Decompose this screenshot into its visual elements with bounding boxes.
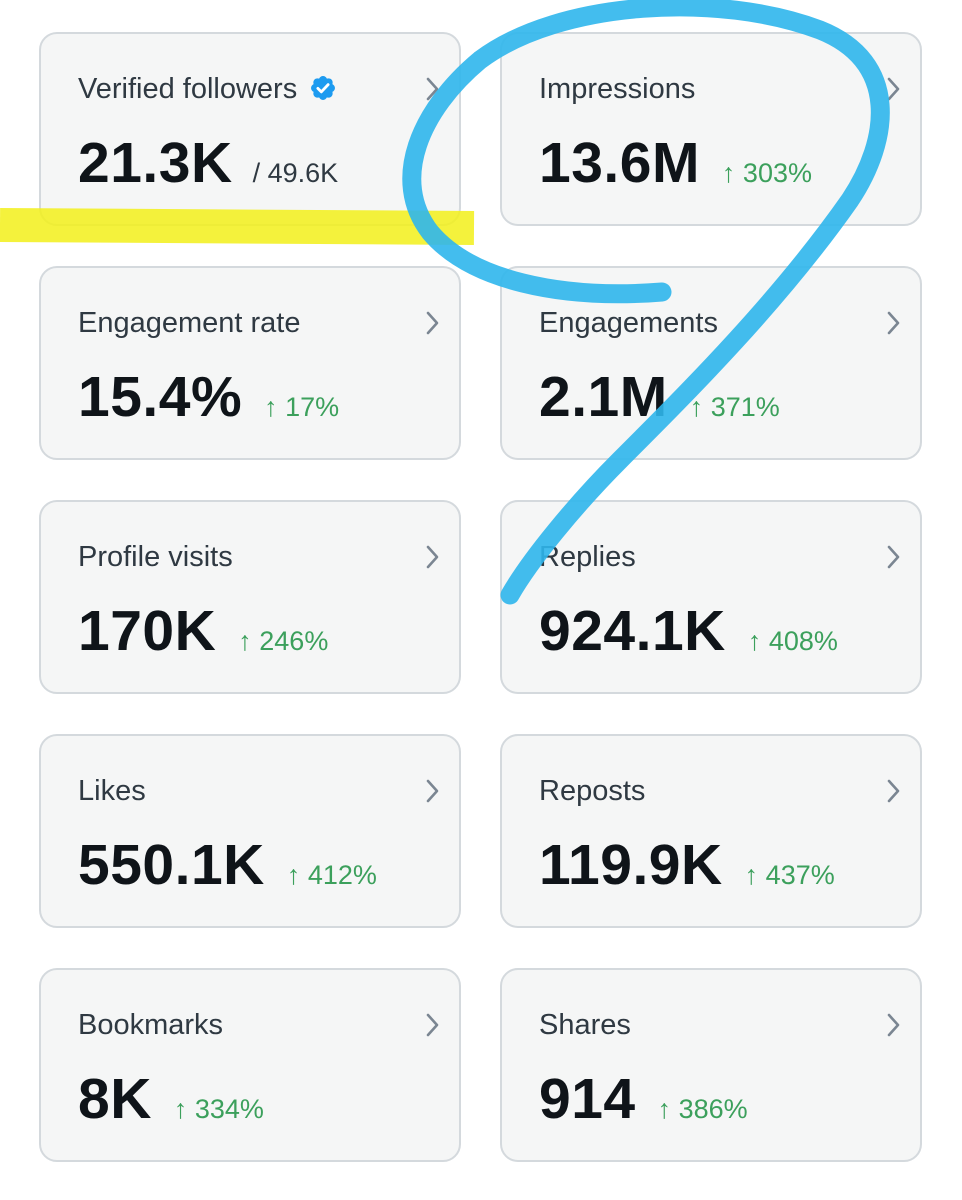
- chevron-right-icon: [887, 545, 900, 569]
- metric-change: ↑ 17%: [264, 392, 340, 422]
- metric-value: 13.6M: [539, 131, 700, 195]
- card-label: Likes: [78, 775, 146, 807]
- chevron-right-icon: [426, 779, 439, 803]
- metric-value: 8K: [78, 1067, 152, 1131]
- metric-total: / 49.6K: [252, 158, 339, 188]
- card-label: Bookmarks: [78, 1009, 224, 1041]
- metric-change: ↑ 408%: [747, 626, 838, 656]
- card-replies[interactable]: Replies 924.1K ↑ 408%: [500, 500, 922, 694]
- metric-value-row: 914 ↑ 386%: [539, 1066, 748, 1136]
- metric-change: ↑ 412%: [286, 860, 377, 890]
- card-profile-visits[interactable]: Profile visits 170K ↑ 246%: [39, 500, 461, 694]
- metric-value-row: 2.1M ↑ 371%: [539, 364, 780, 434]
- metric-value: 15.4%: [78, 365, 243, 429]
- verified-badge-icon: [311, 76, 336, 100]
- card-label: Impressions: [539, 73, 696, 105]
- card-label: Replies: [539, 541, 636, 573]
- metric-value-row: 21.3K / 49.6K: [78, 130, 338, 200]
- card-verified-followers[interactable]: Verified followers 21.3K / 49.6K: [39, 32, 461, 226]
- metric-value-row: 119.9K ↑ 437%: [539, 832, 835, 902]
- chevron-right-icon: [887, 1013, 900, 1037]
- card-label: Profile visits: [78, 541, 233, 573]
- metric-value-row: 13.6M ↑ 303%: [539, 130, 812, 200]
- metric-change: ↑ 386%: [657, 1094, 748, 1124]
- card-engagements[interactable]: Engagements 2.1M ↑ 371%: [500, 266, 922, 460]
- chevron-right-icon: [887, 779, 900, 803]
- metric-value-row: 15.4% ↑ 17%: [78, 364, 339, 434]
- metric-change: ↑ 303%: [721, 158, 812, 188]
- metric-value: 550.1K: [78, 833, 265, 897]
- metric-value: 170K: [78, 599, 217, 663]
- card-engagement-rate[interactable]: Engagement rate 15.4% ↑ 17%: [39, 266, 461, 460]
- chevron-right-icon: [426, 1013, 439, 1037]
- metric-value-row: 550.1K ↑ 412%: [78, 832, 377, 902]
- metric-value: 2.1M: [539, 365, 668, 429]
- card-impressions[interactable]: Impressions 13.6M ↑ 303%: [500, 32, 922, 226]
- metric-change: ↑ 437%: [744, 860, 835, 890]
- metric-value: 21.3K: [78, 131, 233, 195]
- metric-value-row: 170K ↑ 246%: [78, 598, 328, 668]
- metric-change: ↑ 246%: [238, 626, 329, 656]
- card-bookmarks[interactable]: Bookmarks 8K ↑ 334%: [39, 968, 461, 1162]
- card-reposts[interactable]: Reposts 119.9K ↑ 437%: [500, 734, 922, 928]
- verified-followers-label: Verified followers: [78, 73, 298, 105]
- card-shares[interactable]: Shares 914 ↑ 386%: [500, 968, 922, 1162]
- card-label: Shares: [539, 1009, 631, 1041]
- metric-value: 119.9K: [539, 833, 723, 897]
- chevron-right-icon: [426, 311, 439, 335]
- chevron-right-icon: [426, 545, 439, 569]
- metric-change: ↑ 371%: [689, 392, 780, 422]
- metric-value: 924.1K: [539, 599, 726, 663]
- card-label: Engagement rate: [78, 307, 301, 339]
- metric-value-row: 8K ↑ 334%: [78, 1066, 264, 1136]
- chevron-right-icon: [426, 77, 439, 101]
- card-label: Reposts: [539, 775, 646, 807]
- metric-change: ↑ 334%: [173, 1094, 264, 1124]
- card-likes[interactable]: Likes 550.1K ↑ 412%: [39, 734, 461, 928]
- chevron-right-icon: [887, 77, 900, 101]
- metric-value-row: 924.1K ↑ 408%: [539, 598, 838, 668]
- chevron-right-icon: [887, 311, 900, 335]
- metric-value: 914: [539, 1067, 636, 1131]
- card-label: Verified followers: [78, 72, 337, 106]
- card-label: Engagements: [539, 307, 718, 339]
